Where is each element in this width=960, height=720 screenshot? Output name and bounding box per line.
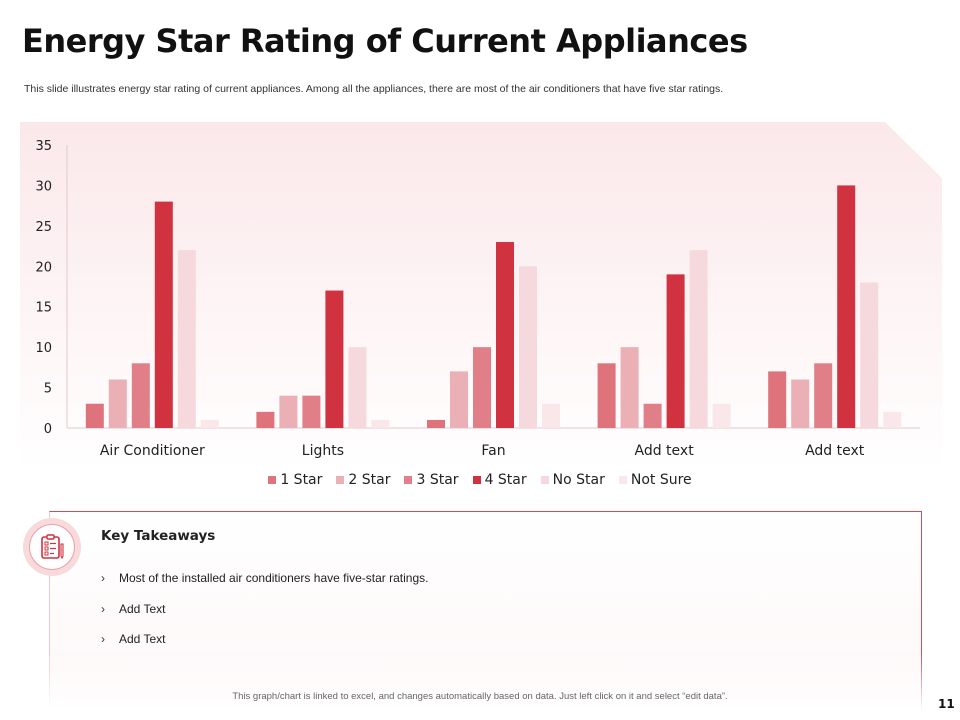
bar-no-star <box>177 250 196 428</box>
bar-1-star <box>85 403 104 428</box>
legend-label: Not Sure <box>630 472 692 488</box>
bar-1-star <box>768 371 787 428</box>
legend-swatch <box>540 476 549 484</box>
bar-3-star <box>131 363 150 428</box>
bar-3-star <box>473 347 491 428</box>
x-tick-label: Air Conditioner <box>100 443 205 459</box>
legend-swatch <box>336 476 345 484</box>
takeaway-text: Most of the installed air conditioners h… <box>119 571 429 585</box>
legend-item: 1 Star <box>268 472 322 488</box>
legend-label: 4 Star <box>484 472 527 488</box>
x-tick-label: Add text <box>805 443 865 459</box>
takeaways-title: Key Takeaways <box>101 528 216 544</box>
takeaway-item: › Add Text <box>101 602 428 633</box>
bar-not-sure <box>712 403 731 428</box>
legend-item: Not Sure <box>618 472 692 488</box>
bar-4-star <box>666 274 685 428</box>
takeaways-icon-badge <box>23 518 81 576</box>
legend-swatch <box>618 476 627 484</box>
y-tick-label: 10 <box>35 341 52 356</box>
key-takeaways-panel <box>48 511 923 711</box>
x-tick-label: Lights <box>302 443 344 459</box>
bar-3-star <box>302 395 321 428</box>
bar-1-star <box>427 419 445 428</box>
bar-2-star <box>279 395 298 428</box>
bar-3-star <box>643 403 662 428</box>
legend-swatch <box>404 476 413 484</box>
takeaway-text: Add Text <box>119 632 166 646</box>
y-tick-label: 35 <box>35 139 52 154</box>
y-tick-label: 15 <box>35 301 52 316</box>
y-tick-label: 30 <box>35 179 52 194</box>
bullet-chevron-icon: › <box>101 632 105 646</box>
bar-4-star <box>496 242 514 428</box>
legend-item: 3 Star <box>404 472 459 488</box>
bullet-chevron-icon: › <box>101 571 105 585</box>
page-title: Energy Star Rating of Current Appliances <box>22 22 748 60</box>
legend-item: No Star <box>540 472 605 488</box>
bar-2-star <box>620 347 639 428</box>
x-axis-tick-labels: Air Conditioner Lights Fan Add text Add text <box>100 443 865 459</box>
y-tick-label: 0 <box>44 422 52 437</box>
y-tick-label: 25 <box>35 220 52 235</box>
x-tick-label: Add text <box>635 443 695 459</box>
bullet-chevron-icon: › <box>101 601 105 616</box>
bar-not-sure <box>883 411 902 428</box>
legend-label: 1 Star <box>280 472 323 488</box>
bar-2-star <box>791 379 810 428</box>
takeaway-text: Add Text <box>119 601 166 616</box>
bar-2-star <box>450 371 468 428</box>
takeaway-item: › Most of the installed air conditioners … <box>101 571 428 602</box>
takeaways-list: › Most of the installed air conditioners … <box>101 571 428 663</box>
bar-no-star <box>519 266 537 428</box>
y-axis-tick-labels: 0 5 10 15 20 25 30 35 <box>35 139 52 437</box>
legend-label: 3 Star <box>416 472 459 488</box>
bar-not-sure <box>371 419 390 428</box>
page-subtitle: This slide illustrates energy star ratin… <box>24 83 724 95</box>
bar-no-star <box>860 282 879 428</box>
bar-no-star <box>689 250 708 428</box>
bar-2-star <box>108 379 127 428</box>
footer-note: This graph/chart is linked to excel, and… <box>232 691 728 702</box>
takeaway-item: › Add Text <box>101 632 428 663</box>
bar-not-sure <box>542 403 560 428</box>
bar-1-star <box>256 411 275 428</box>
bar-4-star <box>837 185 856 428</box>
bar-4-star <box>325 290 344 428</box>
page-number: 11 <box>938 697 955 711</box>
y-tick-label: 20 <box>35 260 52 275</box>
y-tick-label: 5 <box>44 382 52 397</box>
legend-swatch <box>268 476 277 484</box>
x-tick-label: Fan <box>481 443 505 459</box>
bar-series <box>85 185 902 428</box>
bar-not-sure <box>200 419 219 428</box>
legend-item: 4 Star <box>472 472 527 488</box>
bar-1-star <box>597 363 616 428</box>
bar-no-star <box>348 347 367 428</box>
legend-label: No Star <box>552 472 605 488</box>
legend-swatch <box>472 476 481 484</box>
legend-label: 2 Star <box>348 472 391 488</box>
chart-legend: 1 Star 2 Star 3 Star 4 Star No Star Not Sure <box>0 472 960 488</box>
clipboard-checklist-icon <box>41 534 64 560</box>
bar-4-star <box>154 201 173 428</box>
legend-item: 2 Star <box>336 472 390 488</box>
bar-3-star <box>814 363 833 428</box>
